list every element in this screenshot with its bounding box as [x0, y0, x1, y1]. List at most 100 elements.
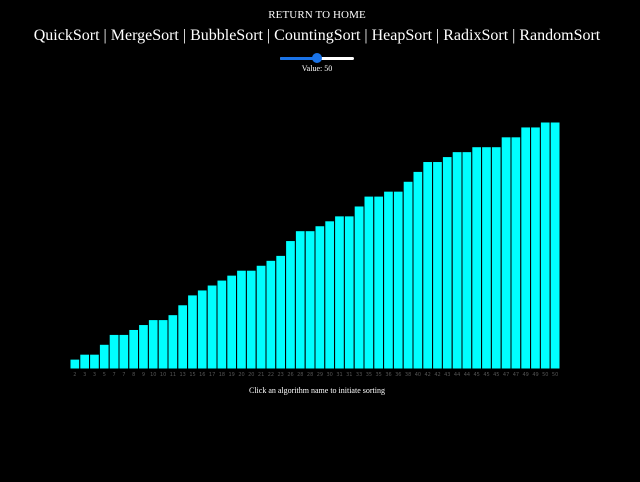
bar-value-label: 42	[425, 372, 431, 378]
bar-value-label: 15	[189, 372, 195, 378]
bar	[500, 136, 512, 370]
bar-value-label: 50	[552, 372, 558, 378]
slider-fill	[280, 57, 317, 60]
nav-separator: |	[512, 27, 516, 44]
bar	[363, 195, 375, 370]
bar	[98, 343, 110, 370]
algo-link-randomsort[interactable]: RandomSort	[519, 27, 601, 44]
slider-thumb[interactable]	[312, 53, 322, 63]
bar-value-label: 38	[405, 372, 411, 378]
bar	[245, 269, 257, 370]
bar	[138, 324, 149, 370]
bar	[334, 215, 345, 370]
bar-value-label: 3	[83, 372, 86, 378]
bar	[510, 136, 522, 370]
bar	[118, 333, 130, 370]
bar-value-label: 20	[248, 372, 254, 378]
bar	[432, 161, 443, 370]
bar-value-label: 8	[132, 372, 135, 378]
bar-value-label: 31	[336, 372, 342, 378]
bar-value-label: 31	[346, 372, 352, 378]
algo-link-bubblesort[interactable]: BubbleSort	[190, 27, 263, 44]
instruction-text: Click an algorithm name to initiate sort…	[249, 386, 385, 395]
bar	[314, 225, 326, 370]
algo-link-radixsort[interactable]: RadixSort	[443, 27, 509, 44]
bar	[236, 269, 247, 370]
bar	[412, 170, 424, 370]
bar	[324, 220, 336, 370]
bar-value-label: 47	[513, 372, 519, 378]
bar-value-label: 49	[523, 372, 529, 378]
bar	[373, 195, 385, 370]
bar-value-label: 9	[142, 372, 145, 378]
bar	[353, 205, 365, 370]
bar-value-label: 26	[287, 372, 293, 378]
bar-value-label: 47	[503, 372, 509, 378]
bar-value-label: 18	[219, 372, 225, 378]
bar	[226, 274, 238, 370]
bar-value-label: 13	[180, 372, 186, 378]
bar	[89, 353, 100, 370]
bar	[471, 146, 483, 370]
bar-value-label: 42	[434, 372, 440, 378]
bar-value-label: 2	[73, 372, 76, 378]
bar	[402, 180, 414, 370]
bar	[255, 264, 267, 370]
algo-link-quicksort[interactable]: QuickSort	[33, 27, 100, 44]
algo-link-mergesort[interactable]: MergeSort	[110, 27, 179, 44]
bar-value-label: 36	[395, 372, 401, 378]
bar-value-label: 45	[474, 372, 480, 378]
bar	[265, 259, 277, 370]
nav-separator: |	[182, 27, 187, 44]
bar	[520, 126, 532, 370]
bar-value-label: 28	[297, 372, 303, 378]
bar-value-label: 45	[483, 372, 489, 378]
bar-value-label: 20	[238, 372, 244, 378]
bar	[530, 126, 541, 370]
bar-value-label: 35	[366, 372, 372, 378]
bar-value-label: 3	[93, 372, 96, 378]
bar-value-label: 21	[258, 372, 264, 378]
bar-value-label: 36	[385, 372, 391, 378]
bar	[422, 161, 434, 370]
algo-link-heapsort[interactable]: HeapSort	[371, 27, 433, 44]
bar-value-label: 10	[150, 372, 156, 378]
bar-value-label: 22	[268, 372, 274, 378]
bar	[451, 151, 463, 370]
bar-value-label: 28	[307, 372, 313, 378]
bar-value-label: 33	[356, 372, 362, 378]
bar-value-label: 7	[122, 372, 125, 378]
nav-separator: |	[436, 27, 440, 44]
bar-value-label: 5	[103, 372, 106, 378]
bar-value-label: 43	[444, 372, 450, 378]
algo-link-countingsort[interactable]: CountingSort	[274, 27, 361, 44]
bar	[108, 333, 120, 370]
bar	[481, 146, 492, 370]
bar-value-label: 44	[454, 372, 460, 378]
bar	[383, 190, 394, 370]
bar	[392, 190, 404, 370]
bar	[343, 215, 355, 370]
size-slider[interactable]	[280, 52, 354, 64]
bar	[461, 151, 473, 370]
bar-value-label: 49	[532, 372, 538, 378]
bar	[157, 319, 169, 370]
algorithm-nav: QuickSort | MergeSort | BubbleSort | CountingS…	[0, 27, 634, 45]
bar	[196, 289, 208, 370]
bar-value-label: 50	[542, 372, 548, 378]
bar-value-label: 45	[493, 372, 499, 378]
bar-value-label: 40	[415, 372, 421, 378]
bar	[441, 156, 453, 370]
bar-value-label: 19	[229, 372, 235, 378]
return-home-link[interactable]: RETURN TO HOME	[268, 9, 366, 21]
nav-separator: |	[103, 27, 107, 44]
bar	[216, 279, 228, 370]
bar-value-label: 11	[170, 372, 176, 378]
bar-value-label: 7	[113, 372, 116, 378]
bar-value-label: 44	[464, 372, 470, 378]
bar-value-label: 29	[317, 372, 323, 378]
bar	[294, 230, 306, 370]
bar-value-label: 23	[278, 372, 284, 378]
